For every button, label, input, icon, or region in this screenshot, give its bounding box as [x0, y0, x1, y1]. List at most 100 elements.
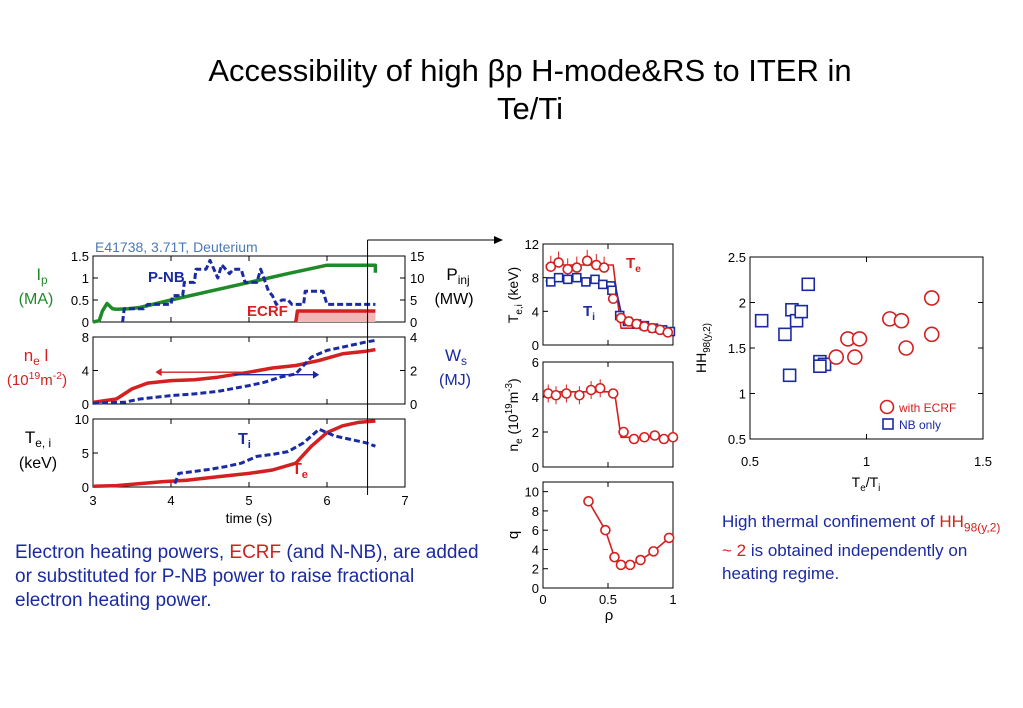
q-point-2 — [609, 551, 620, 563]
ecrf-point-8 — [923, 326, 940, 343]
profile-frame-neprofile — [542, 361, 674, 468]
hh-xlabel-part-2: /T — [866, 474, 879, 490]
ne-point-11 — [658, 433, 670, 445]
ti-point-0 — [545, 277, 556, 287]
ylabel-tprofile-part-1: e,i — [514, 304, 525, 314]
q-point-3 — [615, 559, 627, 571]
hh-ylabel-part-1: 98(y,2) — [702, 323, 713, 353]
ylabel-tei-unit: (keV) — [19, 455, 57, 472]
annot-te-part-0: T — [292, 461, 302, 478]
ylabel-tprofile-part-2: (keV) — [505, 267, 521, 304]
ylabel-pinj-unit: (MW) — [434, 291, 473, 308]
q-point-6 — [648, 546, 659, 557]
hh-xaxis-label-0: 0.5 — [741, 454, 759, 469]
left-axis-density-label-2: 8 — [82, 330, 89, 345]
ecrf-point-6 — [898, 340, 914, 356]
ti-point-1 — [553, 272, 564, 283]
q-point-5 — [635, 554, 646, 566]
left-axis-power-label-0: 0 — [82, 315, 89, 330]
hh-yaxis-label-1: 1 — [739, 387, 746, 402]
right-axis-density-label-1: 2 — [410, 364, 417, 379]
right-axis-power-label-0: 0 — [410, 315, 417, 330]
left-axis-power-label-3: 1.5 — [71, 249, 89, 264]
profile-yaxis-neprofile-label-2: 4 — [532, 390, 539, 405]
caption-right-hh: HH98(y,2) ~ 2 — [722, 512, 1000, 560]
q-point-0 — [583, 495, 594, 507]
arrow-ws-head — [312, 370, 320, 379]
annot-ti-part-1: i — [248, 439, 251, 451]
caption-left-ecrf: ECRF — [229, 542, 282, 563]
title-line-2: Te/Ti — [496, 91, 564, 126]
q-line — [587, 500, 670, 566]
ylabel-pinj-part-1: inj — [458, 273, 470, 287]
right-axis-density-label-0: 0 — [410, 397, 417, 412]
ylabel-neprofile-part-6: ) — [505, 378, 521, 383]
ylabel-ws-part-1: s — [461, 354, 467, 368]
nb-point-2 — [782, 368, 797, 383]
ylabel-neprofile-part-1: e — [514, 438, 525, 444]
legend-ecrf-marker — [879, 399, 895, 415]
profile-xaxis-qprofile-label-1: 0.5 — [599, 592, 617, 607]
series-line-power-1 — [121, 258, 376, 323]
label-te-part-1: e — [635, 263, 641, 275]
ylabel-ip-part-1: p — [41, 273, 48, 287]
ti-point-2 — [562, 274, 573, 285]
q-point-4 — [624, 559, 636, 571]
ti-point-4 — [581, 277, 591, 287]
ylabel-pinj-part-0: P — [446, 265, 457, 284]
caption-right-hh-sub: 98(y,2) — [963, 520, 1001, 535]
hh-yaxis-label-0: 0.5 — [728, 432, 746, 447]
profile-yaxis-Tprofile-label-1: 4 — [532, 304, 539, 319]
nb-point-1 — [778, 327, 792, 342]
ylabel-neprofile-part-3: 19 — [504, 403, 515, 414]
profile-xaxis-qprofile-label-2: 1 — [669, 592, 676, 607]
left-axis-temperature-label-0: 0 — [82, 480, 89, 495]
ti-point-5 — [590, 274, 600, 285]
profile-yaxis-neprofile-label-1: 2 — [532, 425, 539, 440]
series-line-temperature-0 — [92, 419, 376, 489]
xlabel-time: time (s) — [226, 510, 273, 526]
caption-right-hh-label: HH — [939, 512, 964, 531]
ne-point-8 — [628, 433, 640, 445]
ne-point-4 — [585, 384, 597, 396]
caption-right-text-2: is obtained independently on heating reg… — [722, 541, 968, 584]
ylabel-tei-part-1: e, i — [35, 436, 51, 450]
te-point-2 — [562, 263, 574, 275]
ecrf-point-0 — [828, 349, 845, 365]
caption-left-text-2: (and N-NB), are added or substituted for… — [15, 542, 479, 611]
ylabel-tprofile-part-0: T — [505, 314, 521, 323]
nb-point-0 — [754, 313, 769, 328]
arrow-ne-head — [155, 368, 162, 377]
caption-left: Electron heating powers, ECRF (and N-NB)… — [15, 541, 485, 613]
te-point-4 — [581, 255, 593, 267]
label-ti: Ti — [583, 303, 595, 323]
ylabel-nel-unit-part-1: 19 — [29, 370, 41, 382]
profile-yaxis-qprofile-label-1: 2 — [532, 562, 539, 577]
left-axis-power-label-1: 0.5 — [71, 293, 89, 308]
annot-ti: Ti — [238, 431, 251, 451]
ylabel-neprofile-part-2: (10 — [505, 414, 521, 438]
annot-te-part-1: e — [302, 469, 308, 481]
left-axis-temperature-label-2: 10 — [75, 412, 89, 427]
legend-ecrf-label: with ECRF — [898, 401, 956, 415]
left-axis-power-label-2: 1 — [82, 271, 89, 286]
hh-xlabel-part-0: T — [852, 474, 861, 490]
ylabel-ws-part-0: W — [445, 346, 461, 365]
profile-yaxis-qprofile-label-4: 8 — [532, 504, 539, 519]
legend-nb-marker — [882, 418, 894, 430]
ne-point-10 — [649, 430, 661, 441]
ti-point-7 — [607, 285, 617, 296]
te-point-3 — [571, 262, 583, 273]
nb-point-5 — [794, 304, 809, 319]
ylabel-tei-part-0: T — [25, 428, 35, 447]
ti-point-3 — [571, 272, 582, 283]
caption-right: High thermal confinement of HH98(y,2) ~ … — [722, 510, 1012, 585]
ylabel-nel: ne l — [24, 346, 49, 368]
hh-yaxis-label-4: 2.5 — [728, 250, 746, 265]
caption-left-text-1: Electron heating powers, — [15, 542, 230, 563]
ylabel-neprofile: ne (1019m-3) — [504, 378, 525, 451]
q-point-7 — [663, 532, 675, 544]
ylabel-pinj: Pinj — [446, 265, 469, 287]
left-axis-density-label-1: 4 — [82, 364, 89, 379]
ylabel-nel-unit: (1019m-2) — [7, 370, 67, 389]
